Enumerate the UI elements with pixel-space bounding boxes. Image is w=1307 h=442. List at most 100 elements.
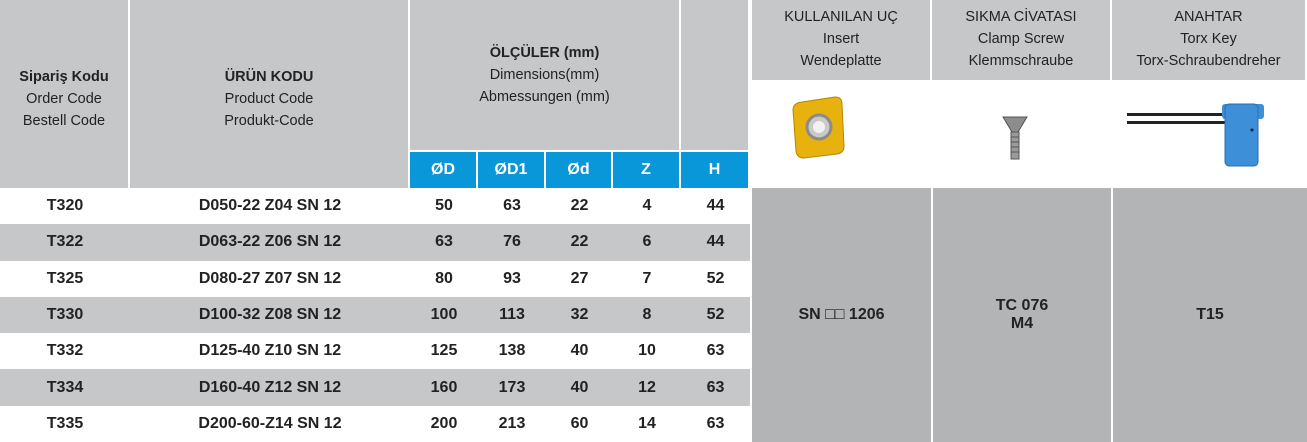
cell-text: 63 [503, 195, 521, 217]
cell-text: D160-40 Z12 SN 12 [199, 377, 341, 399]
header-text: Produkt-Code [224, 110, 313, 132]
cell-text: 27 [571, 268, 589, 290]
torx-key-icon [1127, 104, 1264, 166]
images [752, 80, 1307, 188]
cell-text: 160 [431, 377, 458, 399]
dim-header: ØD [410, 150, 478, 188]
table-cell: D200-60-Z14 SN 12 [130, 406, 410, 442]
table-cell: 4 [613, 188, 681, 224]
table-cell: D100-32 Z08 SN 12 [130, 297, 410, 333]
screw-icon [1003, 117, 1027, 159]
table-cell: 138 [478, 333, 546, 369]
cell-text: T335 [47, 413, 83, 435]
dim-header: H [681, 150, 750, 188]
cell-text: 8 [643, 304, 652, 326]
dim-header: Z [613, 150, 681, 188]
cell-text: 80 [435, 268, 453, 290]
table-cell: 63 [478, 188, 546, 224]
header-text: KULLANILAN UÇ [784, 6, 898, 28]
cell-text: 22 [571, 231, 589, 253]
table-cell: 22 [546, 188, 613, 224]
cell-text: 113 [499, 304, 525, 326]
table-cell: T320 [0, 188, 130, 224]
table-cell: 22 [546, 224, 613, 260]
page: Sipariş KoduOrder CodeBestell CodeÜRÜN K… [0, 0, 1307, 442]
table-cell: 63 [681, 369, 750, 405]
accessory-text: SN □□ 1206 [798, 304, 884, 326]
cell-text: 93 [503, 268, 521, 290]
header-text: Abmessungen (mm) [479, 86, 610, 108]
table-cell: 173 [478, 369, 546, 405]
accessory-text: TC 076 [996, 297, 1048, 315]
dim-header-text: ØD [431, 159, 455, 181]
cell-text: T334 [47, 377, 83, 399]
dim-header-text: Ød [567, 159, 589, 181]
header-cell: ÖLÇÜLER (mm)Dimensions(mm)Abmessungen (m… [410, 0, 681, 150]
table-cell: D063-22 Z06 SN 12 [130, 224, 410, 260]
cell-text: D050-22 Z04 SN 12 [199, 195, 341, 217]
table-cell: 10 [613, 333, 681, 369]
header-text: Product Code [225, 88, 314, 110]
header-text: Klemmschraube [969, 50, 1074, 72]
dim-header-text: ØD1 [495, 159, 528, 181]
table-cell: 50 [410, 188, 478, 224]
header-text: Wendeplatte [800, 50, 881, 72]
table-cell: 80 [410, 261, 478, 297]
accessory-text: T15 [1196, 304, 1224, 326]
cell-text: 213 [499, 413, 526, 435]
cell-text: 63 [707, 340, 725, 362]
table-cell: 40 [546, 369, 613, 405]
table-cell: 113 [478, 297, 546, 333]
header-text: ANAHTAR [1174, 6, 1242, 28]
header-blank [681, 0, 750, 150]
header-text: Insert [823, 28, 859, 50]
table-cell: 14 [613, 406, 681, 442]
cell-text: 4 [643, 195, 652, 217]
cell-text: T330 [47, 304, 83, 326]
table-cell: 6 [613, 224, 681, 260]
insert-icon [793, 97, 844, 158]
table-cell: 63 [410, 224, 478, 260]
cell-text: 6 [643, 231, 652, 253]
cell-text: T322 [47, 231, 83, 253]
table-cell: D160-40 Z12 SN 12 [130, 369, 410, 405]
table-cell: 63 [681, 406, 750, 442]
cell-text: T332 [47, 340, 83, 362]
cell-text: D125-40 Z10 SN 12 [199, 340, 341, 362]
table-cell: 160 [410, 369, 478, 405]
table-cell: 12 [613, 369, 681, 405]
header-text: Torx Key [1180, 28, 1236, 50]
cell-text: 63 [707, 377, 725, 399]
table-cell: 200 [410, 406, 478, 442]
table-cell: 7 [613, 261, 681, 297]
table-cell: T334 [0, 369, 130, 405]
table-cell: D125-40 Z10 SN 12 [130, 333, 410, 369]
torx-cell: T15 [1113, 188, 1307, 442]
cell-text: 138 [499, 340, 526, 362]
header-text: Clamp Screw [978, 28, 1064, 50]
cell-text: 50 [435, 195, 453, 217]
dim-header-text: Z [641, 159, 651, 181]
cell-text: 10 [638, 340, 656, 362]
cell-text: 22 [571, 195, 589, 217]
table-cell: 44 [681, 224, 750, 260]
cell-text: 12 [638, 377, 656, 399]
table-cell: 100 [410, 297, 478, 333]
header-text: ÖLÇÜLER (mm) [490, 42, 600, 64]
table-cell: 63 [681, 333, 750, 369]
cell-text: 14 [638, 413, 656, 435]
cell-text: T325 [47, 268, 83, 290]
table-cell: 93 [478, 261, 546, 297]
cell-text: 63 [435, 231, 453, 253]
table-cell: 8 [613, 297, 681, 333]
cell-text: 32 [571, 304, 589, 326]
cell-text: 60 [571, 413, 589, 435]
insert-cell: SN □□ 1206 [752, 188, 931, 442]
dim-header: ØD1 [478, 150, 546, 188]
table-cell: T325 [0, 261, 130, 297]
table-cell: 213 [478, 406, 546, 442]
